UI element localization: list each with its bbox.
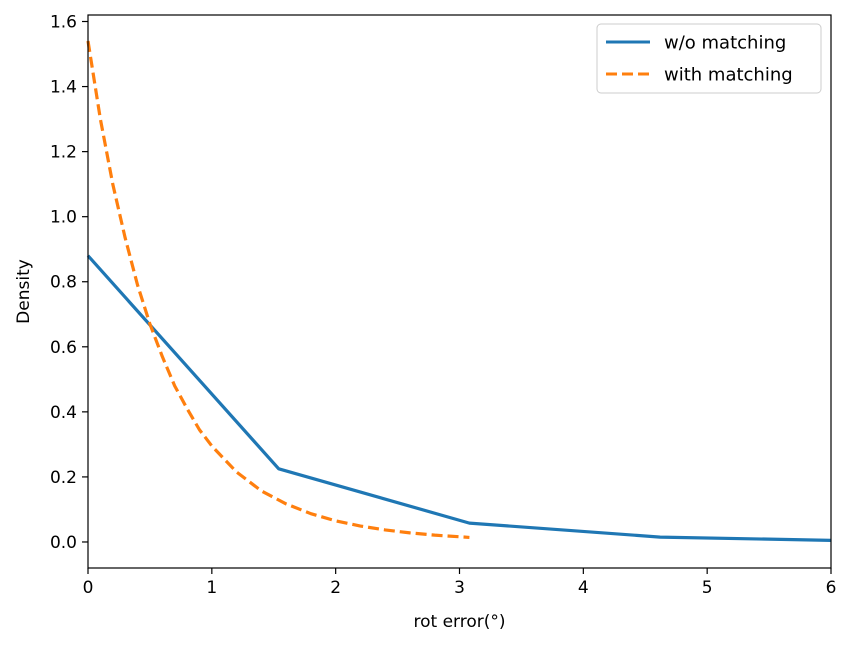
y-tick-label: 0.8 [50, 273, 77, 293]
y-axis: 0.0 0.2 0.4 0.6 0.8 1.0 1.2 1.4 1.6 [50, 13, 88, 553]
x-tick-label: 4 [578, 578, 589, 598]
y-tick-label: 1.4 [50, 78, 77, 98]
y-tick-label: 0.2 [50, 468, 77, 488]
y-tick-label: 0.4 [50, 403, 77, 423]
series-line-w-o-matching [86, 254, 832, 542]
x-tick-label: 3 [454, 578, 465, 598]
legend-frame [596, 23, 822, 94]
y-axis-label: Density [14, 259, 34, 324]
y-tick-label: 1.2 [50, 143, 77, 163]
x-tick-label: 1 [206, 578, 217, 598]
legend-label-with-matching: with matching [664, 65, 793, 86]
x-tick-label: 5 [702, 578, 713, 598]
x-tick-label: 0 [83, 578, 94, 598]
x-axis: 0 1 2 3 4 5 6 [83, 568, 837, 598]
x-tick-label: 2 [330, 578, 341, 598]
x-axis-label: rot error(°) [413, 612, 505, 632]
y-tick-label: 1.6 [50, 13, 77, 33]
series-line-with-matching [86, 40, 470, 540]
y-tick-label: 1.0 [50, 208, 77, 228]
legend: w/o matching with matching [596, 23, 822, 94]
legend-label-w-o-matching: w/o matching [664, 33, 786, 54]
x-tick-label: 6 [826, 578, 837, 598]
y-tick-label: 0.6 [50, 338, 77, 358]
plot-series [86, 40, 832, 542]
y-tick-label: 0.0 [50, 533, 77, 553]
